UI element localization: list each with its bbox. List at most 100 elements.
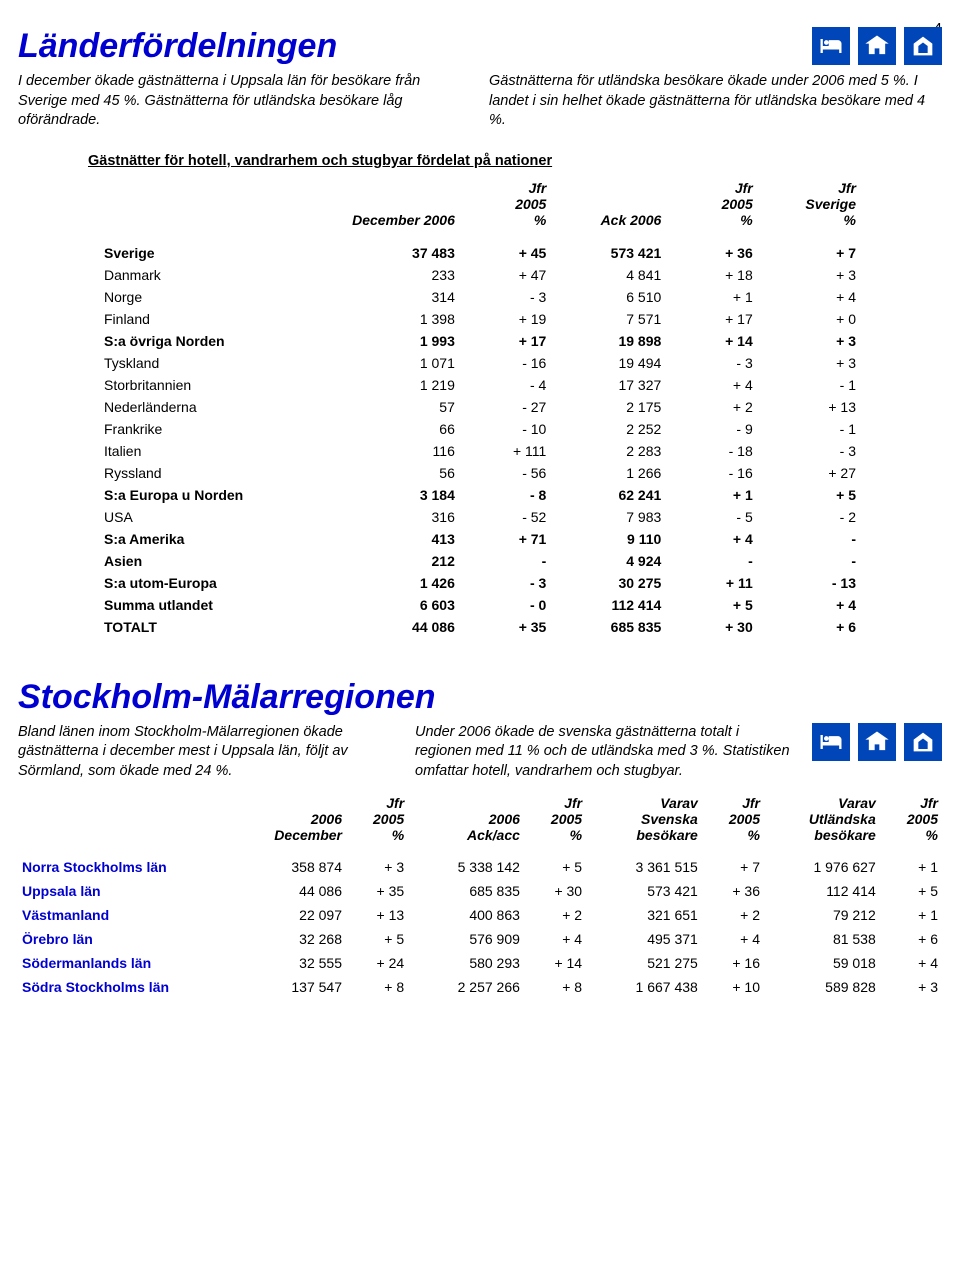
row-cell: - 9 (665, 418, 756, 440)
table-row: Norge314- 36 510+ 1+ 4 (100, 286, 860, 308)
table-row: Västmanland22 097+ 13400 863+ 2321 651+ … (18, 903, 942, 927)
table-row: S:a utom-Europa1 426- 330 275+ 11- 13 (100, 572, 860, 594)
rcol-dec: 2006December (230, 791, 346, 855)
row-label: S:a utom-Europa (100, 572, 344, 594)
row-cell: + 5 (757, 484, 860, 506)
row-cell: - 0 (459, 594, 550, 616)
row-cell: + 16 (702, 951, 764, 975)
row-cell: 9 110 (550, 528, 665, 550)
row-cell: 81 538 (764, 927, 880, 951)
row-cell: + 6 (757, 616, 860, 638)
row-cell: + 2 (702, 903, 764, 927)
row-cell: 212 (344, 550, 459, 572)
row-cell: 56 (344, 462, 459, 484)
row-cell: + 36 (702, 879, 764, 903)
row-cell: + 13 (346, 903, 408, 927)
row-cell: + 19 (459, 308, 550, 330)
row-cell: 2 257 266 (408, 975, 524, 999)
row-cell: + 36 (665, 242, 756, 264)
row-cell: + 0 (757, 308, 860, 330)
col-jfr-sverige: JfrSverige% (757, 177, 860, 242)
row-cell: 112 414 (550, 594, 665, 616)
row-cell: - 3 (459, 572, 550, 594)
row-cell: 685 835 (408, 879, 524, 903)
row-cell: - 8 (459, 484, 550, 506)
row-cell: - 16 (665, 462, 756, 484)
row-label: Frankrike (100, 418, 344, 440)
row-cell: 44 086 (230, 879, 346, 903)
section2-intro-left: Bland länen inom Stockholm-Mälarregionen… (18, 723, 397, 782)
row-label: Norra Stockholms län (18, 855, 230, 879)
row-label: Norge (100, 286, 344, 308)
table-row: S:a Europa u Norden3 184- 862 241+ 1+ 5 (100, 484, 860, 506)
row-label: Storbritannien (100, 374, 344, 396)
row-cell: 3 361 515 (586, 855, 702, 879)
row-label: S:a Europa u Norden (100, 484, 344, 506)
nation-table: December 2006 Jfr2005% Ack 2006 Jfr2005%… (100, 177, 860, 638)
row-cell: + 1 (880, 903, 942, 927)
row-cell: 79 212 (764, 903, 880, 927)
row-cell: 1 426 (344, 572, 459, 594)
row-cell: + 2 (665, 396, 756, 418)
row-cell: + 5 (665, 594, 756, 616)
row-cell: + 3 (346, 855, 408, 879)
row-cell: 2 175 (550, 396, 665, 418)
row-cell: + 6 (880, 927, 942, 951)
row-cell: + 30 (524, 879, 586, 903)
rcol-ut: VaravUtländskabesökare (764, 791, 880, 855)
row-cell: 521 275 (586, 951, 702, 975)
row-cell: 1 266 (550, 462, 665, 484)
row-label: Södra Stockholms län (18, 975, 230, 999)
row-cell: 137 547 (230, 975, 346, 999)
row-cell: - 52 (459, 506, 550, 528)
row-label: Västmanland (18, 903, 230, 927)
row-cell: 1 976 627 (764, 855, 880, 879)
col-jfr2005-1: Jfr2005% (459, 177, 550, 242)
row-cell: + 8 (524, 975, 586, 999)
row-cell: - (757, 528, 860, 550)
row-cell: - 5 (665, 506, 756, 528)
row-cell: - 16 (459, 352, 550, 374)
row-cell: 573 421 (550, 242, 665, 264)
row-cell: 19 494 (550, 352, 665, 374)
row-cell: 62 241 (550, 484, 665, 506)
row-cell: 32 555 (230, 951, 346, 975)
row-cell: + 17 (665, 308, 756, 330)
row-label: Finland (100, 308, 344, 330)
row-cell: + 13 (757, 396, 860, 418)
row-cell: + 2 (524, 903, 586, 927)
table-row: Södra Stockholms län137 547+ 82 257 266+… (18, 975, 942, 999)
table-row: Finland1 398+ 197 571+ 17+ 0 (100, 308, 860, 330)
row-cell: 495 371 (586, 927, 702, 951)
row-cell: + 35 (459, 616, 550, 638)
row-cell: 6 603 (344, 594, 459, 616)
row-label: Ryssland (100, 462, 344, 484)
table-row: Italien116+ 1112 283- 18- 3 (100, 440, 860, 462)
row-cell: 57 (344, 396, 459, 418)
row-cell: 580 293 (408, 951, 524, 975)
icons-row-1 (812, 27, 942, 65)
row-cell: + 4 (757, 286, 860, 308)
row-cell: + 4 (757, 594, 860, 616)
row-label: Tyskland (100, 352, 344, 374)
row-cell: + 71 (459, 528, 550, 550)
bed-icon (812, 27, 850, 65)
rcol-ack: 2006Ack/acc (408, 791, 524, 855)
row-label: Italien (100, 440, 344, 462)
row-cell: 1 071 (344, 352, 459, 374)
rcol-sv: VaravSvenskabesökare (586, 791, 702, 855)
row-cell: 4 841 (550, 264, 665, 286)
row-cell: 112 414 (764, 879, 880, 903)
row-cell: + 8 (346, 975, 408, 999)
table-row: Norra Stockholms län358 874+ 35 338 142+… (18, 855, 942, 879)
row-cell: 44 086 (344, 616, 459, 638)
row-cell: + 17 (459, 330, 550, 352)
row-cell: 116 (344, 440, 459, 462)
row-cell: 1 219 (344, 374, 459, 396)
hostel-icon (858, 27, 896, 65)
section1-intro-left: I december ökade gästnätterna i Uppsala … (18, 72, 471, 131)
row-cell: 32 268 (230, 927, 346, 951)
row-cell: + 10 (702, 975, 764, 999)
rcol-j3: Jfr2005% (702, 791, 764, 855)
col-ack: Ack 2006 (550, 177, 665, 242)
